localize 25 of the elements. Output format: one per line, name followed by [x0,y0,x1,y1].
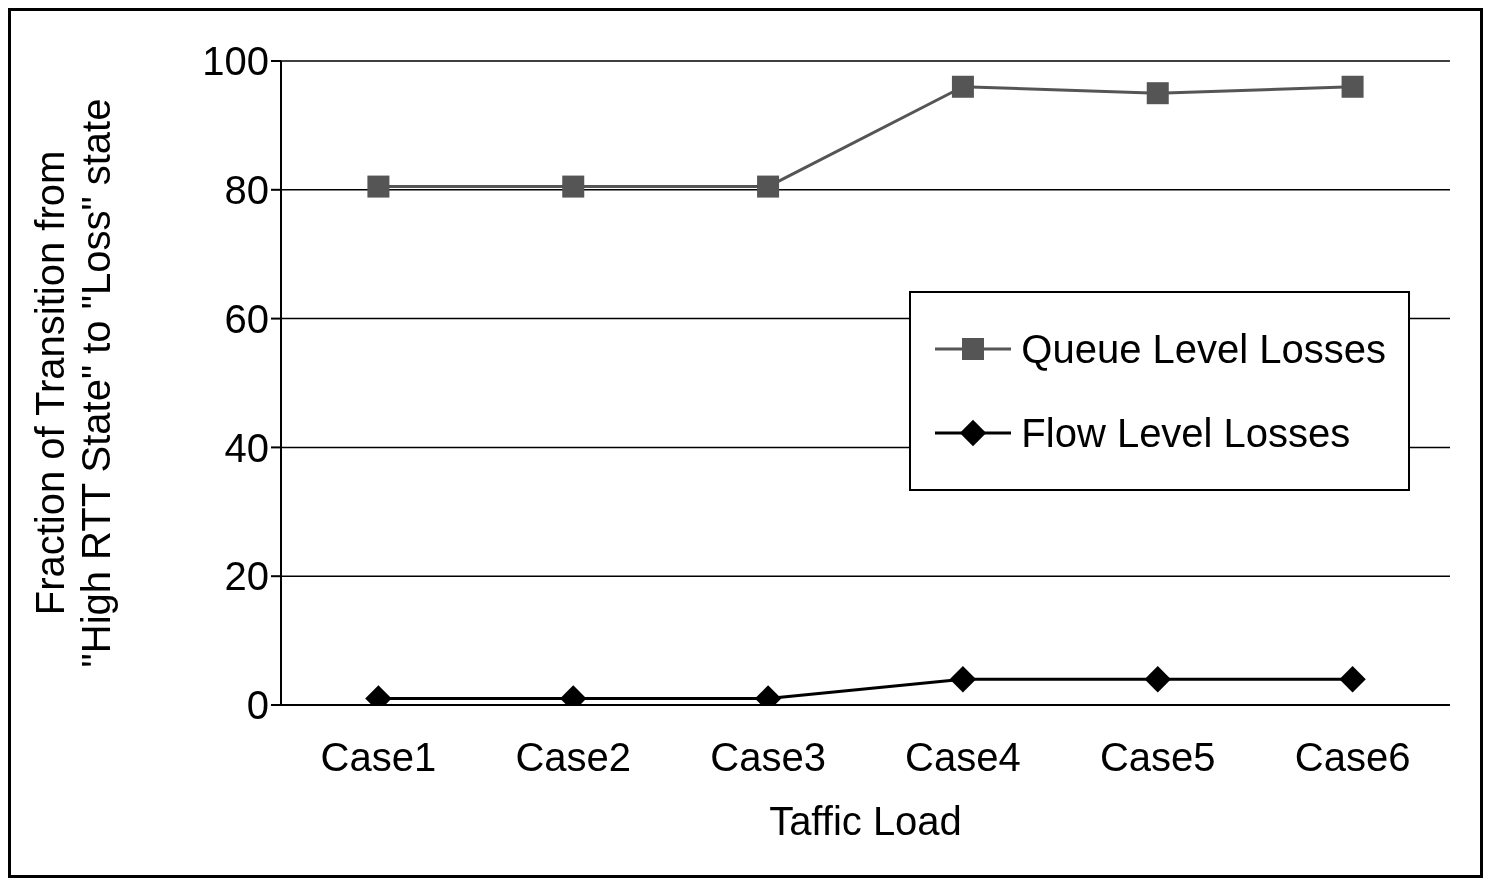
x-tick-label: Case6 [1294,735,1411,780]
point [1146,82,1169,105]
point [949,666,977,693]
point [1341,75,1364,98]
point [1144,666,1171,693]
y-axis-title: Fraction of Transition from "High RTT State" to "Loss" state [28,98,118,668]
y-tick-label: 40 [224,425,269,470]
point [562,175,585,198]
point [757,175,780,198]
point [367,175,390,198]
y-tick-label: 80 [224,168,269,212]
legend-label: Queue Level Losses [1021,326,1386,372]
y-tick-label: 60 [224,296,269,341]
x-tick-label: Case2 [515,735,632,780]
point [951,75,974,98]
x-tick-label: Case3 [710,735,826,780]
x-tick-label: Case5 [1099,735,1216,780]
x-axis-title: Taffic Load [769,799,962,843]
y-tick-label: 0 [246,683,269,728]
y-tick-label: 100 [202,39,269,84]
x-tick-label: Case4 [905,735,1021,780]
point [1339,666,1366,693]
y-tick-label: 20 [224,554,269,599]
legend-label: Flow Level Losses [1021,410,1351,456]
x-tick-label: Case1 [320,735,437,780]
